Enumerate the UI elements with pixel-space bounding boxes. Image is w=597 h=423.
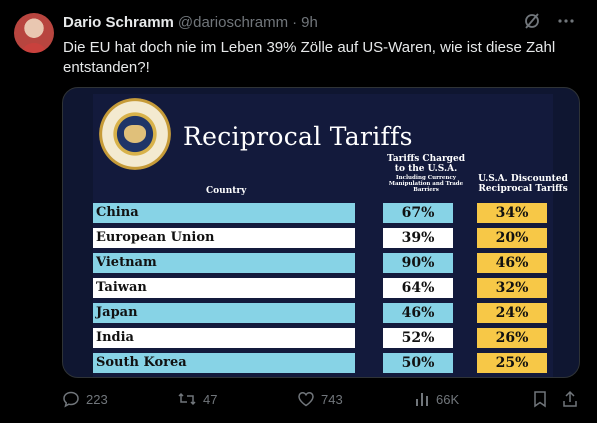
country-cell: Taiwan (93, 278, 355, 298)
views-icon (414, 390, 430, 408)
charged-cell: 67% (383, 203, 453, 223)
like-button[interactable]: 743 (297, 390, 343, 408)
table-row: Vietnam 90% 46% (93, 253, 553, 273)
country-cell: Vietnam (93, 253, 355, 273)
avatar[interactable] (14, 13, 54, 53)
timestamp[interactable]: 9h (301, 14, 318, 31)
tweet-header: Dario Schramm @darioschramm · 9h (63, 14, 318, 31)
views-count: 66K (436, 391, 460, 407)
table-row: Japan 46% 24% (93, 303, 553, 323)
discount-cell: 34% (477, 203, 547, 223)
charged-cell: 64% (383, 278, 453, 298)
charged-cell: 46% (383, 303, 453, 323)
column-charged-label: Tariffs Charged to the U.S.A. (386, 154, 465, 174)
author-name[interactable]: Dario Schramm (63, 14, 174, 31)
tweet-image[interactable]: Reciprocal Tariffs Country Tariffs Charg… (62, 87, 580, 378)
country-cell: European Union (93, 228, 355, 248)
table-row: China 67% 34% (93, 203, 553, 223)
charged-cell: 39% (383, 228, 453, 248)
presidential-seal-icon (99, 98, 171, 170)
column-charged: Tariffs Charged to the U.S.A. Including … (383, 154, 469, 193)
charged-cell: 52% (383, 328, 453, 348)
grok-icon[interactable] (523, 12, 541, 30)
table-row: Taiwan 64% 32% (93, 278, 553, 298)
country-cell: India (93, 328, 355, 348)
tweet-text: Die EU hat doch nie im Leben 39% Zölle a… (63, 39, 556, 76)
more-icon[interactable] (557, 12, 575, 30)
tariff-chart-image: Reciprocal Tariffs Country Tariffs Charg… (93, 94, 568, 377)
column-charged-sub: Including Currency Manipulation and Trad… (388, 175, 464, 193)
author-handle[interactable]: @darioschramm (177, 14, 289, 31)
views-button[interactable]: 66K (414, 390, 459, 408)
repost-button[interactable]: 47 (177, 390, 217, 408)
column-country: Country (206, 186, 247, 196)
bookmark-button[interactable] (532, 390, 548, 408)
separator-dot: · (292, 14, 298, 31)
discount-cell: 20% (477, 228, 547, 248)
country-cell: Japan (93, 303, 355, 323)
table-row: European Union 39% 20% (93, 228, 553, 248)
column-discount: U.S.A. Discounted Reciprocal Tariffs (478, 174, 568, 194)
reply-count: 223 (86, 391, 108, 407)
action-bar: 223 47 743 66K (62, 390, 582, 412)
discount-cell: 46% (477, 253, 547, 273)
share-button[interactable] (562, 390, 578, 408)
country-cell: South Korea (93, 353, 355, 373)
header-icons (523, 12, 575, 30)
discount-cell: 32% (477, 278, 547, 298)
discount-cell: 26% (477, 328, 547, 348)
country-cell: China (93, 203, 355, 223)
reply-button[interactable]: 223 (62, 390, 108, 408)
charged-cell: 90% (383, 253, 453, 273)
repost-icon (177, 390, 197, 408)
bookmark-icon (532, 390, 548, 408)
discount-cell: 25% (477, 353, 547, 373)
repost-count: 47 (203, 391, 218, 407)
share-icon (562, 390, 578, 408)
discount-cell: 24% (477, 303, 547, 323)
reply-icon (62, 390, 80, 408)
image-title: Reciprocal Tariffs (183, 122, 413, 151)
charged-cell: 50% (383, 353, 453, 373)
like-count: 743 (321, 391, 343, 407)
table-row: India 52% 26% (93, 328, 553, 348)
heart-icon (297, 390, 315, 408)
table-row: South Korea 50% 25% (93, 353, 553, 373)
